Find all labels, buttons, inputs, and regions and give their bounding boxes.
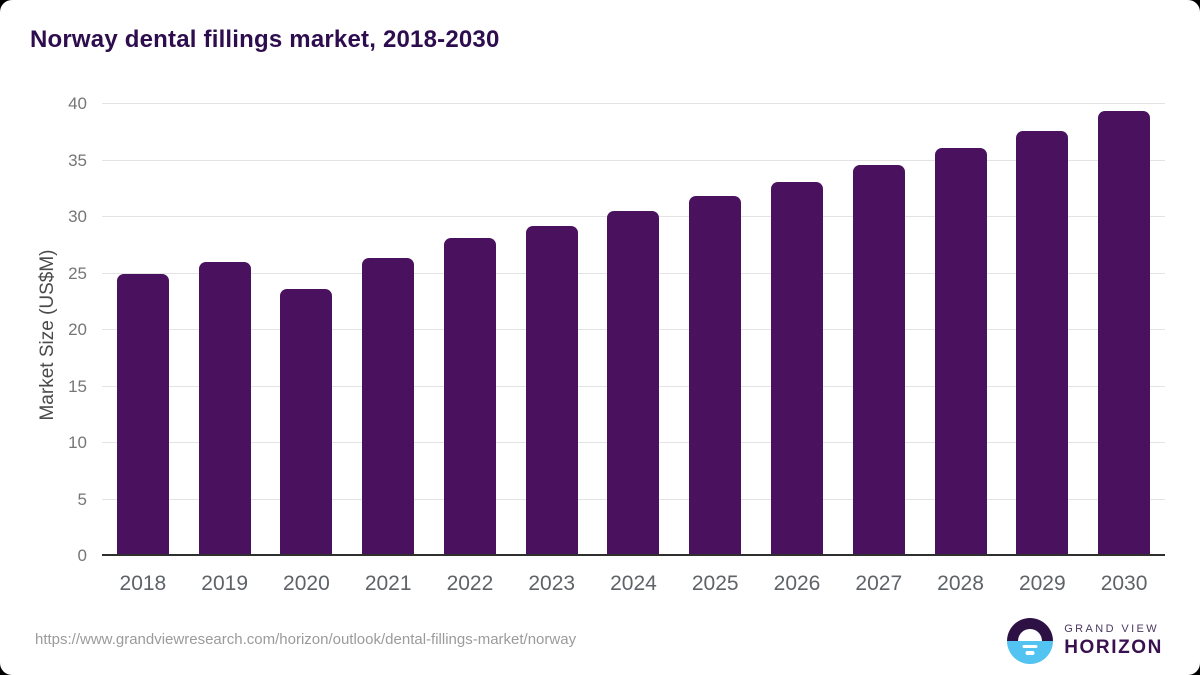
x-tick-label-2021: 2021 [364,572,412,595]
grand-view-horizon-logo: GRAND VIEW HORIZON [1007,618,1163,664]
bar-2029 [1016,131,1069,554]
bar-2021 [362,258,415,554]
bar-slot-2023: 2023 [511,104,593,595]
bar-2022 [443,237,496,554]
x-axis-line [102,554,1165,556]
y-axis-label: Market Size (US$M) [37,249,58,421]
bar-slot-2025: 2025 [674,104,756,595]
bar-slot-2030: 2030 [1083,104,1165,595]
source-url: https://www.grandviewresearch.com/horizo… [35,631,577,648]
bar-slot-2026: 2026 [756,104,838,595]
y-tick-label-5: 5 [77,489,87,509]
bar-2024 [607,210,660,554]
bar-slot-2029: 2029 [1001,104,1083,595]
logo-product-name: HORIZON [1064,637,1163,658]
bar-2020 [280,288,333,554]
x-tick-label-2028: 2028 [937,572,984,595]
bar-slot-2021: 2021 [347,104,429,595]
gridline-40 [102,103,1165,104]
x-tick-label-2029: 2029 [1018,572,1066,595]
y-tick-label-15: 15 [68,376,87,396]
x-tick-label-2020: 2020 [283,572,330,595]
bars-row: 2018 2019 2020 2021 2022 2023 2024 2025 2026 2027… [102,104,1165,595]
x-tick-label-2030: 2030 [1100,572,1148,595]
y-tick-label-0: 0 [77,546,87,565]
bar-slot-2020: 2020 [266,104,348,595]
logo-brand-name: GRAND VIEW [1064,623,1160,635]
bar-2030 [1098,110,1151,554]
horizon-sunrise-icon [1007,618,1054,664]
bar-2028 [934,147,987,554]
sun-icon [1018,629,1043,641]
x-tick-label-2026: 2026 [773,572,821,595]
x-tick-label-2018: 2018 [119,572,167,595]
bar-slot-2024: 2024 [593,104,675,595]
gridline-35 [102,159,1165,161]
bar-slot-2022: 2022 [429,104,511,595]
wave-icon [1022,644,1038,648]
y-tick-label-40: 40 [68,94,87,113]
bar-2018 [116,273,169,554]
y-tick-label-35: 35 [68,150,87,170]
bar-slot-2027: 2027 [838,104,920,595]
logo-text: GRAND VIEW HORIZON [1064,623,1163,659]
chart-title: Norway dental fillings market, 2018-2030 [30,26,500,53]
bar-slot-2019: 2019 [184,104,266,595]
x-tick-label-2027: 2027 [855,572,903,595]
y-tick-label-20: 20 [68,320,87,339]
x-tick-label-2019: 2019 [201,572,248,595]
bar-2019 [198,261,251,554]
y-tick-label-25: 25 [68,263,87,283]
bar-2025 [689,196,742,554]
y-tick-label-10: 10 [68,433,87,452]
x-tick-label-2023: 2023 [528,572,576,595]
x-tick-label-2025: 2025 [691,572,739,595]
bar-slot-2028: 2028 [920,104,1002,595]
x-tick-label-2022: 2022 [446,572,494,595]
wave-icon [1025,651,1035,655]
x-tick-label-2024: 2024 [610,572,657,595]
y-tick-label-30: 30 [68,207,87,226]
bar-slot-2018: 2018 [102,104,184,595]
bar-2026 [771,181,823,554]
bar-2027 [852,164,905,554]
bar-2023 [525,225,578,554]
plot-area: 0 5 10 15 20 25 30 35 40 2018 2019 2020 2021 2022 202… [68,94,1165,595]
